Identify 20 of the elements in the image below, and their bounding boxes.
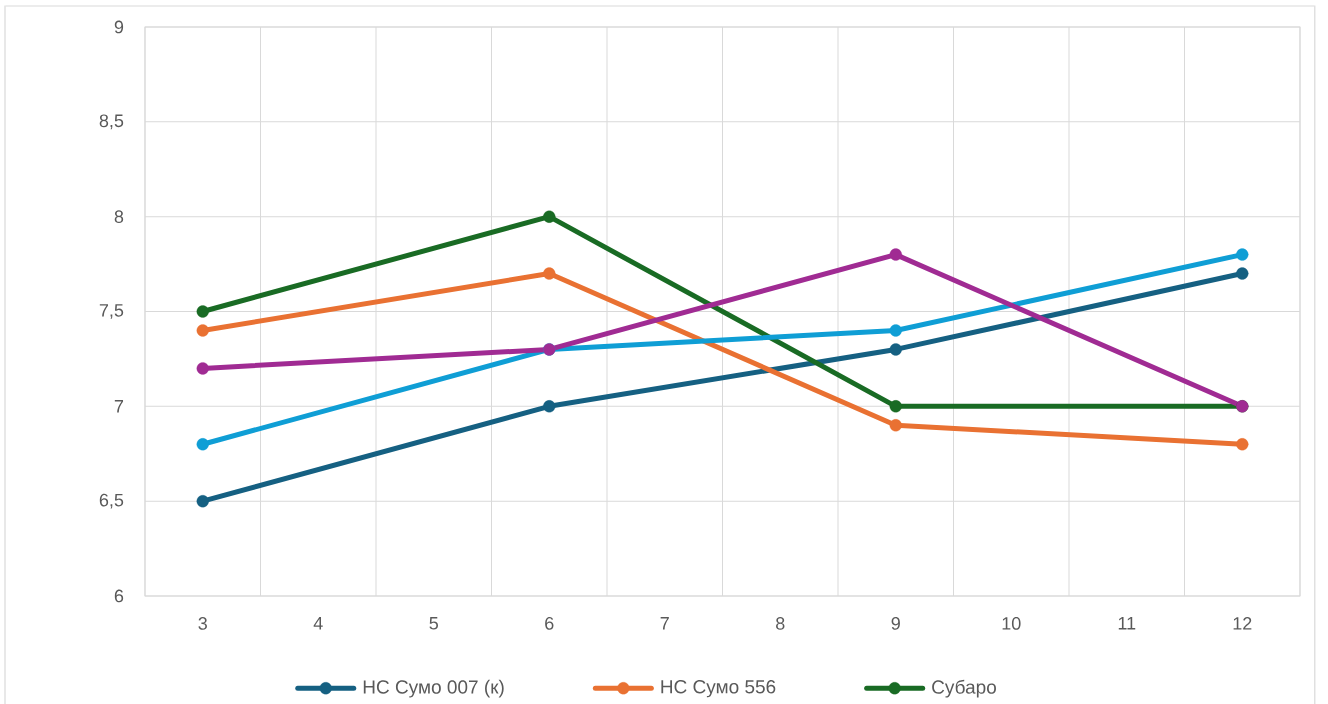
y-tick-label: 7,5: [99, 304, 124, 319]
x-tick-label: 5: [429, 617, 438, 630]
y-tick-label: 6: [114, 589, 124, 603]
x-tick-label: 7: [660, 617, 669, 630]
x-tick-label: 12: [1233, 617, 1252, 630]
x-tick-label: 11: [1118, 617, 1136, 630]
legend-label: НС Сумо 556: [661, 680, 776, 698]
legend-label: Субаро: [932, 679, 996, 698]
x-tick-label: 6: [545, 617, 554, 630]
y-tick-label: 8,5: [99, 114, 124, 130]
y-tick-label: 7: [114, 400, 124, 413]
y-tick-label: 6,5: [99, 493, 124, 509]
x-tick-label: 8: [776, 617, 785, 630]
x-tick-label: 10: [1002, 617, 1021, 630]
x-tick-label: 3: [198, 617, 207, 630]
y-tick-label: 8: [114, 210, 124, 224]
y-tick-label: 9: [114, 20, 124, 34]
legend-label: НС Сумо 007 (к): [363, 679, 504, 698]
x-tick-label: 9: [891, 617, 900, 630]
x-tick-label: 4: [313, 617, 323, 630]
